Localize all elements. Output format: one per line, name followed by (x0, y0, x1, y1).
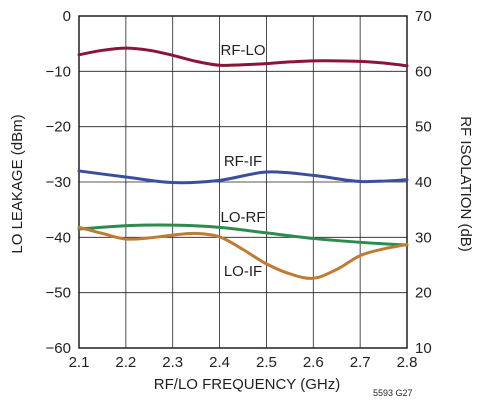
y-left-tick-label: −50 (46, 285, 71, 302)
series-label-rf-if: RF-IF (224, 153, 262, 170)
y-right-tick-label: 60 (415, 63, 432, 80)
x-tick-label: 2.5 (256, 354, 277, 371)
y-left-axis-title: LO LEAKAGE (dBm) (9, 114, 26, 253)
series-line-lo-rf (77, 223, 409, 247)
series-line-lo-if (77, 225, 409, 280)
tick-labels: 2.1 2.2 2.3 2.4 2.5 2.6 2.7 2.8 0 −10 −20 −30 −40 −50… (46, 8, 432, 371)
x-tick-label: 2.4 (209, 354, 230, 371)
y-left-tick-label: 0 (63, 8, 71, 25)
x-tick-label: 2.8 (397, 354, 418, 371)
x-axis-title: RF/LO FREQUENCY (GHz) (154, 376, 340, 393)
plot-area-frame (78, 15, 408, 349)
x-tick-label: 2.6 (303, 354, 324, 371)
series-layer (77, 46, 409, 280)
y-right-tick-label: 20 (415, 285, 432, 302)
y-right-axis-title: RF ISOLATION (dB) (457, 116, 474, 252)
y-left-tick-label: −20 (46, 119, 71, 136)
x-tick-label: 2.2 (115, 354, 136, 371)
series-label-rf-lo: RF-LO (221, 42, 266, 59)
y-left-tick-label: −60 (46, 340, 71, 357)
series-line-rf-if (77, 169, 409, 185)
series-labels: RF-LO RF-IF LO-RF LO-IF (221, 42, 266, 280)
figure-code: 5593 G27 (373, 388, 413, 398)
y-right-tick-label: 30 (415, 229, 432, 246)
y-left-tick-label: −10 (46, 63, 71, 80)
y-right-tick-label: 10 (415, 340, 432, 357)
y-right-tick-label: 50 (415, 119, 432, 136)
series-line-rf-lo (77, 46, 409, 68)
series-label-lo-if: LO-IF (224, 263, 262, 280)
x-tick-label: 2.3 (162, 354, 183, 371)
y-right-tick-label: 40 (415, 174, 432, 191)
series-label-lo-rf: LO-RF (221, 209, 266, 226)
x-tick-label: 2.1 (69, 354, 90, 371)
x-tick-label: 2.7 (350, 354, 371, 371)
y-left-tick-label: −40 (46, 229, 71, 246)
y-right-tick-label: 70 (415, 8, 432, 25)
y-left-tick-label: −30 (46, 174, 71, 191)
